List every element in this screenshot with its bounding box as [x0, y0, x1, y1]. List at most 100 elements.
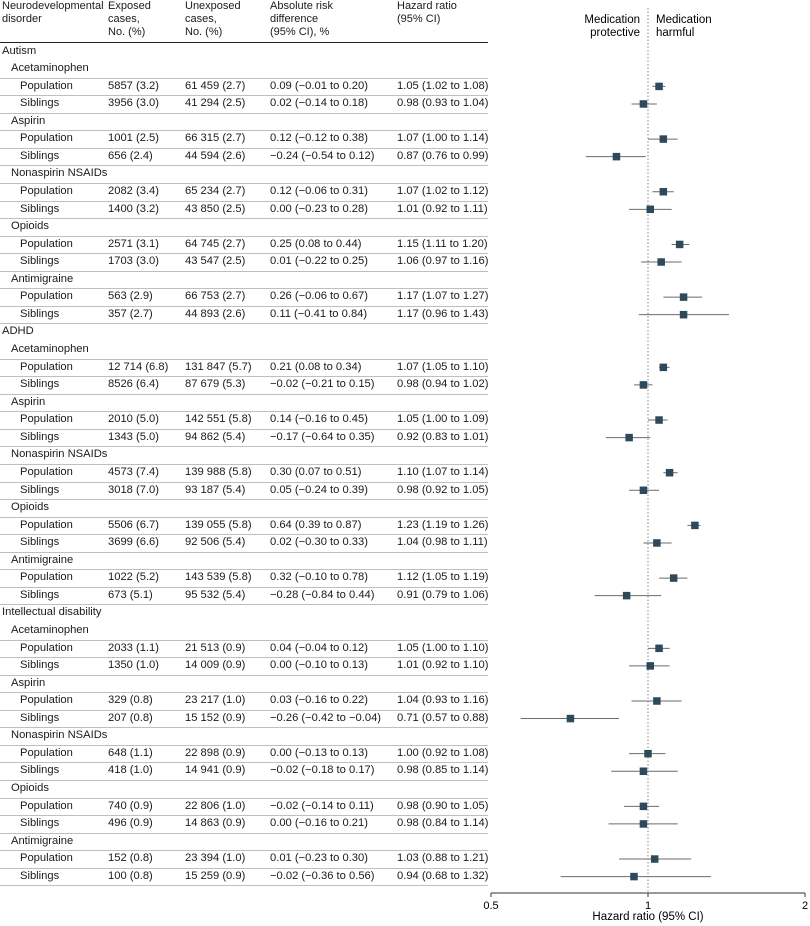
cohort-label: Population — [20, 746, 73, 759]
exposed-cell: 1350 (1.0) — [108, 659, 159, 672]
hr-marker — [655, 416, 663, 424]
table-row: Siblings 3956 (3.0) 41 294 (2.5) 0.02 (−0.1… — [0, 95, 488, 114]
ard-cell: −0.28 (−0.84 to 0.44) — [270, 588, 375, 601]
table-row: Siblings 1703 (3.0) 43 547 (2.5) 0.01 (−0.2… — [0, 253, 488, 272]
unexposed-cell: 143 539 (5.8) — [185, 571, 252, 584]
hr-cell: 0.98 (0.93 to 1.04) — [397, 97, 489, 110]
exposed-cell: 656 (2.4) — [108, 149, 153, 162]
hr-marker — [622, 591, 631, 600]
exposed-cell: 563 (2.9) — [108, 290, 153, 303]
table-row: Siblings 673 (5.1) 95 532 (5.4) −0.28 (−0.8… — [0, 587, 488, 606]
table-row: Siblings 656 (2.4) 44 594 (2.6) −0.24 (−0.5… — [0, 148, 488, 167]
hr-marker — [566, 714, 575, 723]
cohort-label: Population — [20, 290, 73, 303]
x-tick-label: 0.5 — [483, 900, 498, 912]
hr-marker — [665, 468, 674, 477]
unexposed-cell: 131 847 (5.7) — [185, 360, 252, 373]
table-row: Siblings 207 (0.8) 15 152 (0.9) −0.26 (−0.4… — [0, 710, 488, 729]
hr-marker — [655, 644, 663, 653]
exposed-cell: 207 (0.8) — [108, 711, 153, 724]
hr-cell: 1.01 (0.92 to 1.10) — [397, 659, 489, 672]
hr-cell: 0.98 (0.85 to 1.14) — [397, 764, 489, 777]
cohort-label: Population — [20, 799, 73, 812]
ard-cell: −0.17 (−0.64 to 0.35) — [270, 430, 375, 443]
hr-marker — [639, 767, 648, 775]
medication-row: Nonaspirin NSAIDs — [0, 165, 488, 184]
exposed-cell: 3956 (3.0) — [108, 97, 159, 110]
medication-row: Acetaminophen — [0, 341, 488, 360]
ard-cell: −0.02 (−0.14 to 0.11) — [270, 799, 374, 812]
ard-cell: 0.25 (0.08 to 0.44) — [270, 237, 362, 250]
disorder-row: ADHD — [0, 323, 488, 341]
medication-label: Opioids — [11, 782, 49, 795]
x-axis: 0.5 1 2 — [483, 892, 808, 912]
header-exposed-text: Exposed cases, No. (%) — [108, 0, 151, 38]
table-row: Population 12 714 (6.8) 131 847 (5.7) 0.21 … — [0, 359, 488, 378]
hr-cell: 0.92 (0.83 to 1.01) — [397, 430, 489, 443]
cohort-label: Siblings — [20, 483, 60, 496]
x-tick-label: 2 — [802, 900, 808, 912]
disorder-label: Autism — [2, 44, 37, 57]
hr-marker — [655, 82, 663, 91]
cohort-label: Population — [20, 694, 73, 707]
exposed-cell: 8526 (6.4) — [108, 378, 159, 391]
header-disorder-text: Neurodevelopmental disorder — [2, 0, 104, 25]
hr-cell: 1.04 (0.93 to 1.16) — [397, 694, 489, 707]
table-row: Population 152 (0.8) 23 394 (1.0) 0.01 (−0.… — [0, 850, 488, 869]
cohort-label: Population — [20, 360, 73, 373]
header-unexposed-text: Unexposed cases, No. (%) — [185, 0, 241, 38]
table-row: Siblings 8526 (6.4) 87 679 (5.3) −0.02 (−0.… — [0, 376, 488, 395]
hr-marker — [679, 293, 688, 301]
hr-cell: 1.07 (1.02 to 1.12) — [397, 184, 489, 197]
exposed-cell: 648 (1.1) — [108, 746, 153, 759]
table-row: Siblings 100 (0.8) 15 259 (0.9) −0.02 (−0.3… — [0, 868, 488, 887]
ard-cell: 0.05 (−0.24 to 0.39) — [270, 483, 368, 496]
exposed-cell: 4573 (7.4) — [108, 465, 159, 478]
table-row: Siblings 3018 (7.0) 93 187 (5.4) 0.05 (−0.2… — [0, 482, 488, 501]
hr-cell: 1.05 (1.02 to 1.08) — [397, 79, 489, 92]
hr-marker — [679, 310, 688, 319]
hr-marker — [653, 697, 661, 705]
hr-cell: 1.04 (0.98 to 1.11) — [397, 536, 488, 549]
table-row: Population 2082 (3.4) 65 234 (2.7) 0.12 (−0… — [0, 183, 488, 202]
exposed-cell: 1022 (5.2) — [108, 571, 159, 584]
disorder-row: Autism — [0, 43, 488, 61]
hr-cell: 1.07 (1.00 to 1.14) — [397, 132, 489, 145]
unexposed-cell: 14 941 (0.9) — [185, 764, 246, 777]
ard-cell: 0.00 (−0.10 to 0.13) — [270, 659, 368, 672]
hr-marker — [639, 381, 648, 389]
ard-cell: 0.04 (−0.04 to 0.12) — [270, 641, 368, 654]
unexposed-cell: 23 217 (1.0) — [185, 694, 246, 707]
table-row: Siblings 1343 (5.0) 94 862 (5.4) −0.17 (−0.… — [0, 429, 488, 448]
unexposed-cell: 142 551 (5.8) — [185, 413, 252, 426]
unexposed-cell: 87 679 (5.3) — [185, 378, 246, 391]
exposed-cell: 5857 (3.2) — [108, 79, 159, 92]
hr-marker — [657, 258, 665, 266]
medication-row: Aspirin — [0, 675, 488, 694]
cohort-label: Siblings — [20, 307, 60, 320]
ard-cell: −0.02 (−0.36 to 0.56) — [270, 869, 375, 882]
hr-marker — [625, 433, 633, 442]
ard-cell: −0.02 (−0.18 to 0.17) — [270, 764, 375, 777]
unexposed-cell: 65 234 (2.7) — [185, 184, 246, 197]
cohort-label: Siblings — [20, 430, 60, 443]
header-rule — [0, 42, 488, 43]
exposed-cell: 100 (0.8) — [108, 869, 153, 882]
hr-marker — [612, 152, 621, 161]
exposed-cell: 5506 (6.7) — [108, 518, 159, 531]
table-row: Population 1022 (5.2) 143 539 (5.8) 0.32 (−… — [0, 569, 488, 588]
hr-cell: 0.98 (0.92 to 1.05) — [397, 483, 489, 496]
table-row: Population 329 (0.8) 23 217 (1.0) 0.03 (−0.… — [0, 692, 488, 711]
hr-cell: 1.17 (0.96 to 1.43) — [397, 307, 489, 320]
ard-cell: 0.01 (−0.22 to 0.25) — [270, 255, 368, 268]
ard-cell: 0.12 (−0.06 to 0.31) — [270, 184, 368, 197]
cohort-label: Siblings — [20, 378, 60, 391]
medication-label: Nonaspirin NSAIDs — [11, 729, 108, 742]
hr-marker — [639, 100, 648, 108]
table-row: Population 5857 (3.2) 61 459 (2.7) 0.09 (−0… — [0, 78, 488, 97]
ard-cell: −0.02 (−0.21 to 0.15) — [270, 378, 375, 391]
hr-cell: 0.94 (0.68 to 1.32) — [397, 869, 489, 882]
hr-marker — [644, 749, 652, 758]
unexposed-cell: 139 988 (5.8) — [185, 465, 252, 478]
